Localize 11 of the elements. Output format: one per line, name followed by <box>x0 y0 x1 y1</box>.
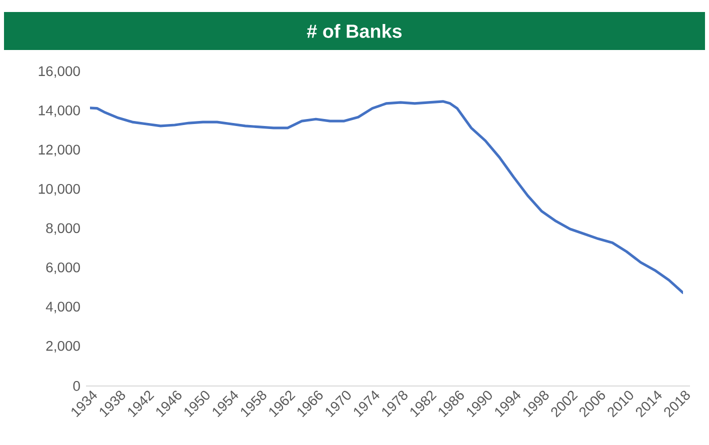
line-series <box>90 100 683 294</box>
y-tick-label: 6,000 <box>46 262 80 274</box>
y-tick-label: 0 <box>73 381 80 391</box>
chart-title: # of Banks <box>306 24 402 38</box>
y-tick-label: 4,000 <box>46 302 80 314</box>
y-tick-label: 10,000 <box>38 184 80 196</box>
y-tick-label: 14,000 <box>38 105 80 118</box>
y-tick-label: 2,000 <box>46 340 80 353</box>
y-tick-label: 16,000 <box>38 66 80 78</box>
y-tick-label: 12,000 <box>38 144 80 156</box>
y-tick-label: 8,000 <box>46 223 80 235</box>
